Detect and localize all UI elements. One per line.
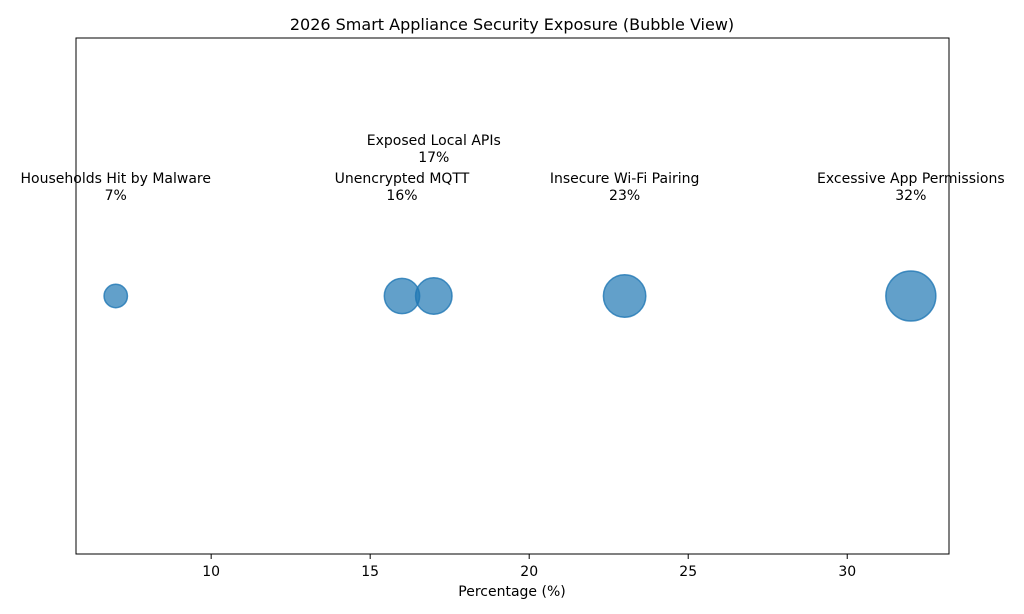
x-axis-label: Percentage (%)	[458, 584, 565, 600]
bubble-label: Unencrypted MQTT	[335, 171, 470, 187]
x-tick-label: 15	[361, 564, 379, 580]
bubble-value-label: 23%	[609, 188, 640, 204]
bubble	[602, 274, 647, 318]
bubble-label: Excessive App Permissions	[817, 171, 1005, 187]
x-tick-label: 20	[520, 564, 538, 580]
bubble	[103, 283, 129, 309]
bubble-label: Exposed Local APIs	[367, 133, 501, 149]
x-tick-label: 10	[202, 564, 220, 580]
bubble	[383, 277, 421, 315]
x-tick-label: 25	[679, 564, 697, 580]
plot-frame	[75, 37, 950, 555]
bubble-value-label: 17%	[418, 150, 449, 166]
bubble	[885, 270, 937, 322]
bubble-label: Households Hit by Malware	[21, 171, 211, 187]
bubble-value-label: 7%	[105, 188, 127, 204]
x-tick-label: 30	[838, 564, 856, 580]
bubble-value-label: 16%	[386, 188, 417, 204]
bubble-value-label: 32%	[895, 188, 926, 204]
bubble-label: Insecure Wi-Fi Pairing	[550, 171, 700, 187]
chart-title: 2026 Smart Appliance Security Exposure (…	[290, 15, 734, 34]
bubble	[414, 277, 453, 315]
